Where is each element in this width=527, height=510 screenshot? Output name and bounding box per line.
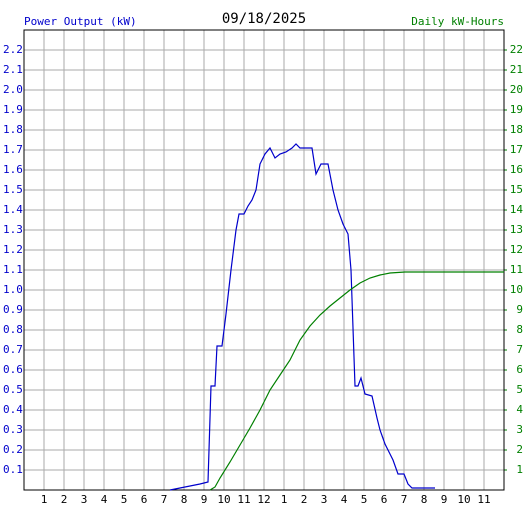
y2-tick-label: 16 bbox=[510, 163, 523, 176]
data-line bbox=[169, 143, 435, 491]
y2-tick-label: 17 bbox=[510, 143, 523, 156]
y-tick-label: 1.0 bbox=[3, 283, 23, 296]
x-tick-label: 8 bbox=[181, 493, 188, 506]
x-tick-label: 6 bbox=[141, 493, 148, 506]
y2-tick-label: 1 bbox=[516, 463, 523, 476]
y-tick-label: 0.3 bbox=[3, 423, 23, 436]
y-tick-label: 1.6 bbox=[3, 163, 23, 176]
x-tick-label: 8 bbox=[421, 493, 428, 506]
x-tick-label: 2 bbox=[61, 493, 68, 506]
y-tick-label: 1.4 bbox=[3, 203, 23, 216]
x-tick-label: 9 bbox=[201, 493, 208, 506]
x-tick-label: 4 bbox=[101, 493, 108, 506]
x-tick-label: 10 bbox=[457, 493, 470, 506]
y-tick-label: 0.7 bbox=[3, 343, 23, 356]
y-tick-label: 0.8 bbox=[3, 323, 23, 336]
y-tick-label: 1.7 bbox=[3, 143, 23, 156]
y2-tick-label: 9 bbox=[516, 303, 523, 316]
y2-tick-label: 3 bbox=[516, 423, 523, 436]
y2-tick-label: 20 bbox=[510, 83, 523, 96]
y-tick-label: 1.8 bbox=[3, 123, 23, 136]
plot-border bbox=[23, 29, 505, 491]
y2-axis-label: Daily kW-Hours bbox=[411, 15, 504, 28]
x-tick-label: 4 bbox=[341, 493, 348, 506]
y2-tick-label: 5 bbox=[516, 383, 523, 396]
x-tick-label: 1 bbox=[281, 493, 288, 506]
y2-tick-label: 11 bbox=[510, 263, 523, 276]
y-tick-label: 1.9 bbox=[3, 103, 23, 116]
y-tick-label: 0.2 bbox=[3, 443, 23, 456]
x-tick-label: 12 bbox=[257, 493, 270, 506]
y-tick-label: 0.9 bbox=[3, 303, 23, 316]
y2-tick-label: 8 bbox=[516, 323, 523, 336]
y2-tick-label: 10 bbox=[510, 283, 523, 296]
y2-tick-label: 12 bbox=[510, 243, 523, 256]
x-tick-label: 7 bbox=[401, 493, 408, 506]
x-tick-label: 2 bbox=[301, 493, 308, 506]
x-tick-label: 10 bbox=[217, 493, 230, 506]
y2-tick-label: 21 bbox=[510, 63, 523, 76]
x-tick-label: 1 bbox=[41, 493, 48, 506]
y-tick-label: 2.0 bbox=[3, 83, 23, 96]
x-tick-label: 7 bbox=[161, 493, 168, 506]
x-tick-label: 3 bbox=[81, 493, 88, 506]
y-tick-label: 0.6 bbox=[3, 363, 23, 376]
y-tick-label: 1.2 bbox=[3, 243, 23, 256]
y2-tick-label: 7 bbox=[516, 343, 523, 356]
y-tick-label: 0.1 bbox=[3, 463, 23, 476]
chart-title: 09/18/2025 bbox=[222, 11, 306, 27]
x-tick-label: 5 bbox=[121, 493, 128, 506]
y-tick-label: 0.4 bbox=[3, 403, 23, 416]
x-tick-label: 9 bbox=[441, 493, 448, 506]
y2-tick-label: 19 bbox=[510, 103, 523, 116]
y2-tick-label: 6 bbox=[516, 363, 523, 376]
y2-tick-label: 15 bbox=[510, 183, 523, 196]
x-tick-label: 11 bbox=[237, 493, 250, 506]
x-tick-label: 6 bbox=[381, 493, 388, 506]
y-tick-label: 1.5 bbox=[3, 183, 23, 196]
y2-tick-label: 14 bbox=[510, 203, 524, 216]
y2-tick-label: 18 bbox=[510, 123, 523, 136]
y-tick-label: 2.2 bbox=[3, 43, 23, 56]
y2-tick-label: 13 bbox=[510, 223, 523, 236]
y-tick-label: 1.1 bbox=[3, 263, 23, 276]
y2-tick-label: 22 bbox=[510, 43, 523, 56]
x-tick-label: 11 bbox=[477, 493, 490, 506]
y-axis-label: Power Output (kW) bbox=[24, 15, 137, 28]
y-tick-label: 0.5 bbox=[3, 383, 23, 396]
y2-tick-label: 4 bbox=[516, 403, 523, 416]
y-tick-label: 1.3 bbox=[3, 223, 23, 236]
y-tick-label: 2.1 bbox=[3, 63, 23, 76]
y2-tick-label: 2 bbox=[516, 443, 523, 456]
data-line bbox=[209, 271, 504, 491]
x-tick-label: 5 bbox=[361, 493, 368, 506]
x-tick-label: 3 bbox=[321, 493, 328, 506]
